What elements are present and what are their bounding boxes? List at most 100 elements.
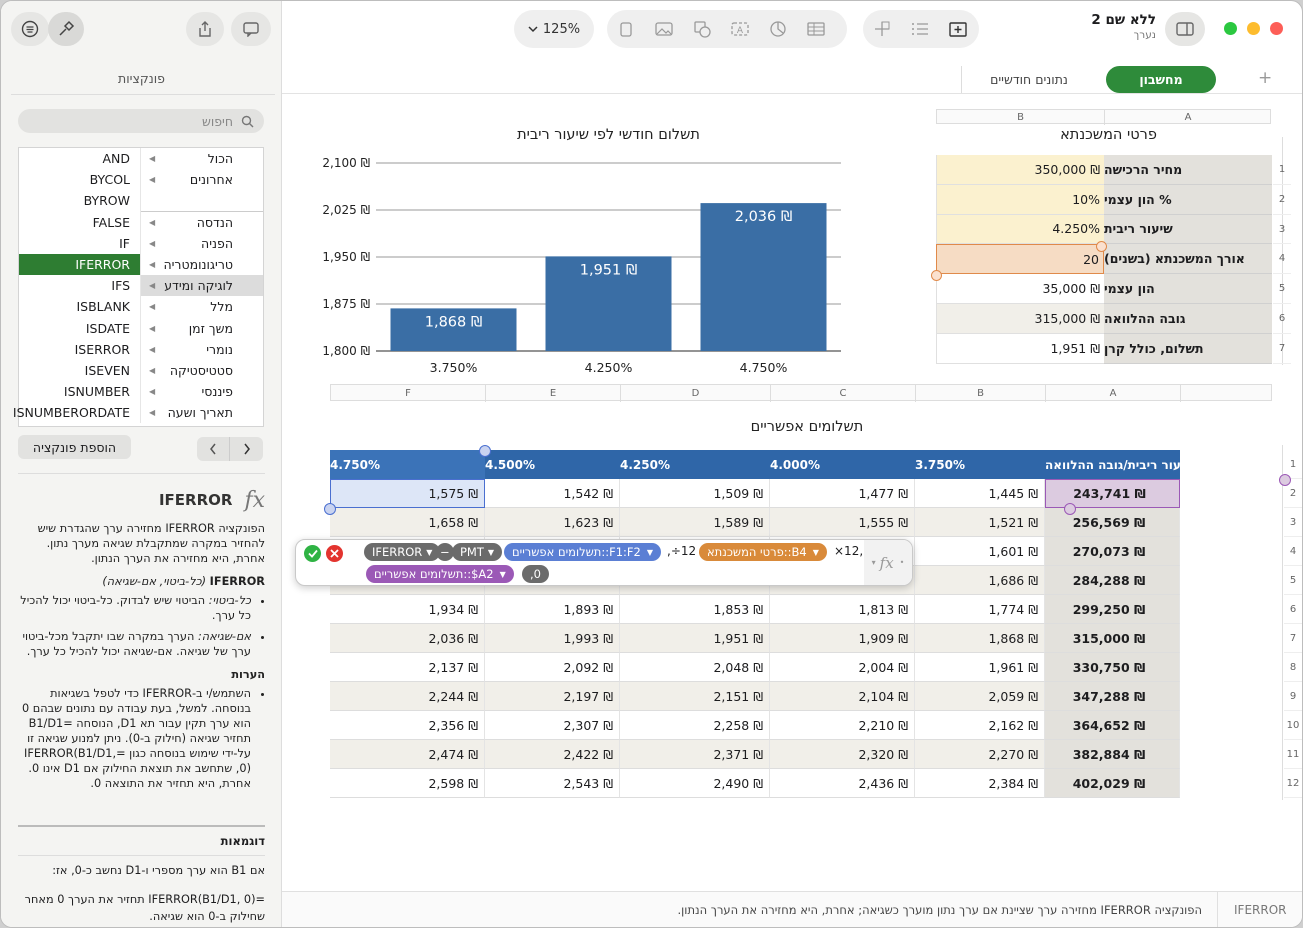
category-item[interactable]: פיננסי ◀ [141, 381, 263, 402]
table-cell[interactable]: 2,048 ₪ [620, 653, 770, 682]
table-cell[interactable]: 2,598 ₪ [330, 769, 485, 798]
add-sheet-icon[interactable] [939, 20, 977, 38]
column-header[interactable]: B [916, 385, 1046, 402]
row-header[interactable]: 6 [1273, 304, 1291, 334]
table-header-cell[interactable]: שיעור ריבית/גובה ההלוואה [1045, 450, 1194, 479]
row-header[interactable]: 12 [1284, 769, 1302, 798]
table-cell[interactable]: 330,750 ₪ [1045, 653, 1180, 682]
row-header[interactable]: 9 [1284, 682, 1302, 711]
formula-token-ref-f1f2[interactable]: תשלומים אפשריים::F1:F2 ▼ [504, 543, 661, 561]
row-header[interactable]: 5 [1284, 566, 1302, 595]
table-cell[interactable]: 382,884 ₪ [1045, 740, 1180, 769]
close-button[interactable] [1270, 22, 1283, 35]
search-field[interactable]: חיפוש [18, 109, 264, 133]
table-cell[interactable]: 1,623 ₪ [485, 508, 620, 537]
row-header[interactable]: 2 [1273, 185, 1291, 215]
forward-arrow-icon[interactable] [230, 437, 263, 461]
table-cell-label[interactable]: תשלום, כולל קרן [1104, 333, 1272, 364]
table-cell[interactable]: 1,477 ₪ [770, 479, 915, 508]
table-cell[interactable]: 2,270 ₪ [915, 740, 1045, 769]
accept-formula-icon[interactable] [304, 545, 321, 562]
add-function-button[interactable]: הוספת פונקציה [18, 435, 131, 459]
formula-tail[interactable]: ,0 [522, 565, 549, 583]
shape-icon[interactable] [683, 20, 721, 38]
row-header[interactable]: 4 [1284, 537, 1302, 566]
add-sheet-tab-button[interactable]: + [1258, 68, 1273, 88]
category-item[interactable]: נומרי ◀ [141, 339, 263, 360]
row-header[interactable]: 1 [1284, 450, 1302, 479]
table-cell[interactable]: 315,000 ₪ [1045, 624, 1180, 653]
table-cell[interactable]: 1,542 ₪ [485, 479, 620, 508]
table-cell[interactable]: 1,445 ₪ [915, 479, 1045, 508]
table-cell[interactable]: 2,422 ₪ [485, 740, 620, 769]
table-cell[interactable]: 2,137 ₪ [330, 653, 485, 682]
table-cell[interactable]: 2,244 ₪ [330, 682, 485, 711]
function-item[interactable]: BYROW [19, 190, 141, 212]
table-cell[interactable]: 2,059 ₪ [915, 682, 1045, 711]
function-item[interactable]: ISNUMBER [19, 381, 141, 403]
document-title[interactable]: ללא שם 2 [1091, 12, 1156, 28]
category-item[interactable]: הפניה ◀ [141, 233, 263, 254]
tab-calculator[interactable]: מחשבון [1106, 66, 1216, 93]
minimize-button[interactable] [1247, 22, 1260, 35]
table-cell-label[interactable]: שיעור ריבית [1104, 214, 1272, 245]
table-cell-value[interactable]: 350,000 ₪ [936, 155, 1104, 185]
table-cell[interactable]: 2,162 ₪ [915, 711, 1045, 740]
table-cell[interactable]: 1,993 ₪ [485, 624, 620, 653]
column-header[interactable]: A [1184, 112, 1192, 123]
category-item[interactable]: סטטיסטיקה ◀ [141, 360, 263, 381]
table-cell[interactable]: 2,151 ₪ [620, 682, 770, 711]
function-item[interactable]: AND [19, 148, 141, 170]
category-item[interactable]: הנדסה ◀ [141, 212, 263, 233]
category-item[interactable]: אחרונים ◀ [141, 169, 263, 190]
table-cell-value[interactable]: 315,000 ₪ [936, 304, 1104, 334]
table-header-cell[interactable]: 4.750% [330, 450, 485, 479]
table-cell[interactable]: 2,543 ₪ [485, 769, 620, 798]
table-cell[interactable]: 347,288 ₪ [1045, 682, 1180, 711]
table-cell[interactable]: 2,384 ₪ [915, 769, 1045, 798]
function-item[interactable]: ISERROR [19, 338, 141, 360]
text-icon[interactable] [607, 20, 645, 38]
function-item[interactable]: IF [19, 232, 141, 254]
function-item[interactable]: IFS [19, 275, 141, 297]
table-cell[interactable]: 1,686 ₪ [915, 566, 1045, 595]
function-item[interactable]: BYCOL [19, 169, 141, 191]
formula-token-minus[interactable]: − [436, 543, 454, 561]
tab-monthly-data[interactable]: נתונים חודשיים [961, 66, 1096, 93]
row-header[interactable]: 2 [1284, 479, 1302, 508]
table-cell[interactable]: 2,036 ₪ [330, 624, 485, 653]
cancel-formula-icon[interactable] [326, 545, 343, 562]
table-cell[interactable]: 1,909 ₪ [770, 624, 915, 653]
column-header[interactable]: E [486, 385, 621, 402]
table-cell[interactable]: 2,004 ₪ [770, 653, 915, 682]
row-header[interactable]: 4 [1273, 244, 1291, 275]
table-cell[interactable]: 2,320 ₪ [770, 740, 915, 769]
selection-handle[interactable] [479, 445, 491, 457]
column-header[interactable]: F [331, 385, 486, 402]
comment-icon[interactable] [231, 12, 271, 46]
function-item[interactable]: FALSE [19, 211, 141, 233]
table-cell-label[interactable]: מחיר הרכישה [1104, 155, 1272, 185]
function-item[interactable]: IFERROR [19, 253, 141, 276]
table-header-cell[interactable]: 4.250% [620, 450, 770, 479]
table-cell-label[interactable]: גובה ההלוואה [1104, 304, 1272, 334]
table-cell[interactable]: 2,258 ₪ [620, 711, 770, 740]
function-item[interactable]: ISDATE [19, 317, 141, 339]
chart-icon[interactable] [759, 20, 797, 38]
brush-icon[interactable] [48, 12, 84, 46]
table-cell-label[interactable]: % הון עצמי [1104, 184, 1272, 215]
table-cell[interactable]: 1,555 ₪ [770, 508, 915, 537]
table-cell[interactable]: 1,601 ₪ [915, 537, 1045, 566]
table-cell[interactable]: 1,589 ₪ [620, 508, 770, 537]
category-item[interactable]: משך זמן ◀ [141, 318, 263, 339]
table-cell-value[interactable]: 4.250% [936, 214, 1104, 245]
row-header[interactable]: 6 [1284, 595, 1302, 624]
table-header-cell[interactable]: 4.500% [485, 450, 620, 479]
table-cell[interactable]: 364,652 ₪ [1045, 711, 1180, 740]
table-cell-value[interactable]: 20 [936, 244, 1104, 275]
table-cell[interactable]: 1,774 ₪ [915, 595, 1045, 624]
table-cell[interactable]: 284,288 ₪ [1045, 566, 1180, 595]
row-header[interactable]: 7 [1273, 334, 1291, 364]
table-cell-label[interactable]: אורך המשכנתא (בשנים) [1104, 244, 1272, 275]
table-cell[interactable]: 299,250 ₪ [1045, 595, 1180, 624]
